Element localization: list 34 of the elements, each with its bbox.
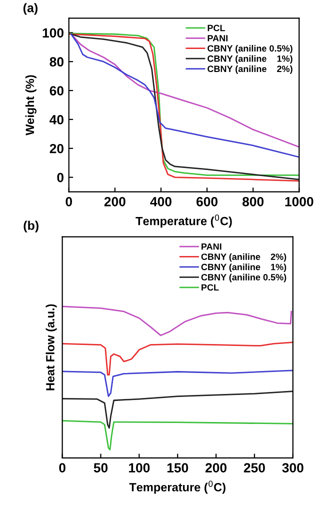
x-tick-label: 50	[94, 463, 108, 472]
y-tick-label: 0	[57, 172, 64, 182]
legend-label: PCL	[202, 284, 219, 291]
x-tick-label: 300	[282, 463, 304, 472]
x-tick-label: 0	[66, 196, 72, 206]
legend-label: CBNY (aniline 2%)	[201, 253, 286, 262]
legend-label: PANI	[208, 35, 228, 42]
x-tick-label: 100	[129, 463, 150, 472]
legend-label: CBNY (aniline 0.5%)	[208, 44, 292, 54]
legend-label: CBNY (aniline 1%)	[208, 55, 292, 64]
x-tick-label: 400	[150, 196, 172, 206]
y-tick-label: 80	[50, 57, 64, 67]
legend-label: CBNY (aniline 0.5%)	[201, 274, 286, 282]
x-tick-label: 150	[167, 463, 188, 472]
y-axis-title: Heat Flow (a.u.)	[46, 304, 57, 390]
x-tick-label: 600	[196, 196, 218, 206]
y-tick-label: 60	[50, 86, 64, 96]
y-tick-label: 40	[50, 115, 64, 124]
y-axis-title: Weight (%)	[25, 75, 36, 136]
chart-title: (b)	[24, 220, 38, 232]
y-tick-label: 100	[42, 28, 64, 38]
legend-label: CBNY (aniline 1%)	[201, 264, 286, 272]
legend-label: CBNY (aniline 2%)	[208, 65, 292, 74]
y-tick-label: 20	[50, 144, 64, 154]
x-tick-label: 200	[205, 463, 227, 472]
legend-label: PCL	[208, 24, 225, 32]
x-axis-title: Temperature ($^{0}$C)	[136, 214, 232, 228]
legend-label: PANI	[202, 243, 222, 250]
x-axis-title: Temperature ($^{0}$C)	[129, 480, 226, 494]
x-tick-label: 250	[244, 463, 265, 472]
x-tick-label: 200	[104, 196, 126, 206]
chart-title: (a)	[23, 3, 38, 15]
x-tick-label: 1000	[285, 196, 314, 206]
x-tick-label: 800	[242, 196, 264, 206]
